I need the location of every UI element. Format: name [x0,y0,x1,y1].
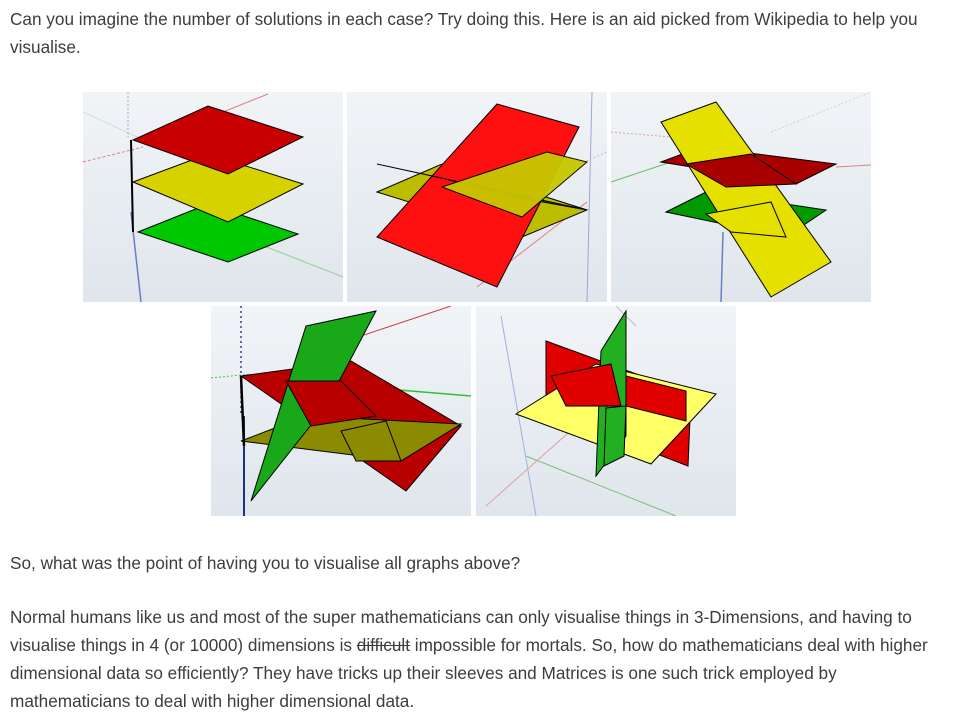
planes-pairwise-intersecting-icon [211,306,471,516]
body-paragraph: Normal humans like us and most of the su… [10,603,945,715]
figure-planes-intersecting-at-point [476,306,736,516]
figure-planes-intersecting-in-line [347,92,607,302]
struck-word: difficult [356,635,410,655]
figure-planes-pairwise-intersecting [211,306,471,516]
intro-paragraph: Can you imagine the number of solutions … [10,9,918,57]
body-text-part1: Normal humans like us and most of the su… [10,607,912,655]
planes-intersecting-in-line-icon [375,92,607,302]
two-parallel-planes-cut-by-third-icon [611,92,871,302]
body-text-part2: impossible for mortals. So, how do mathe… [10,635,928,711]
figure-two-parallel-planes-cut-by-third [611,92,871,302]
planes-intersecting-at-point-icon [485,306,717,516]
question-paragraph: So, what was the point of having you to … [10,553,521,573]
three-parallel-planes-icon [83,92,343,302]
figure-three-parallel-planes [83,92,343,302]
